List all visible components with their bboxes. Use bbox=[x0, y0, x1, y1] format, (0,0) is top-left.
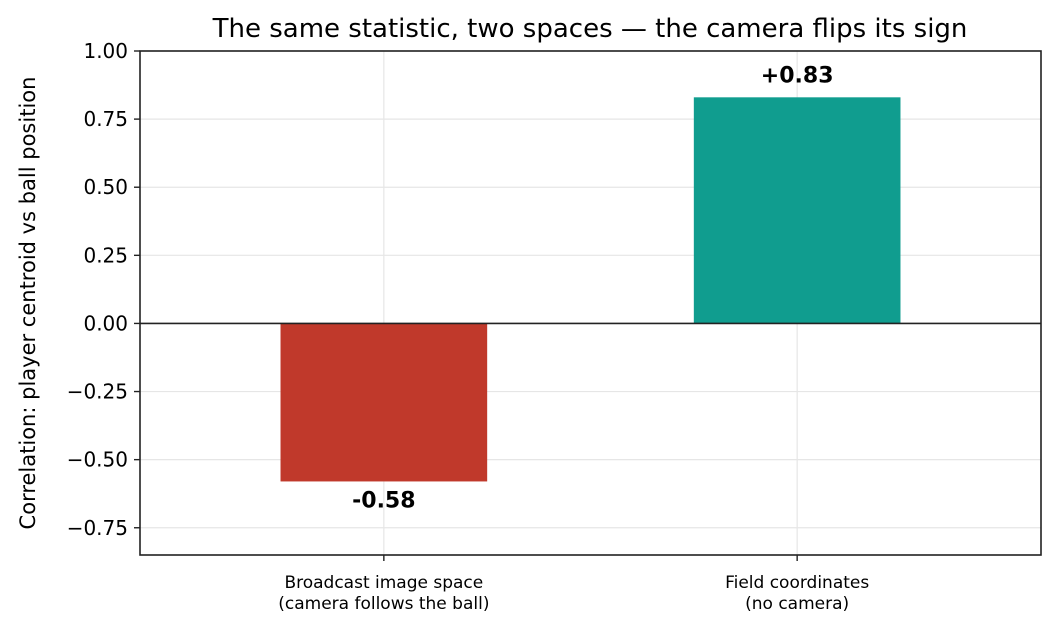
y-tick-label: −0.75 bbox=[67, 516, 128, 540]
x-tick-label: Broadcast image space (camera follows the… bbox=[278, 573, 489, 614]
y-tick-label: 0.25 bbox=[83, 243, 128, 267]
data-labels: -0.58 +0.83 bbox=[352, 63, 833, 513]
y-tick-label: 0.75 bbox=[83, 107, 128, 131]
plot-frame bbox=[139, 50, 1042, 556]
y-tick-label: 0.50 bbox=[83, 175, 128, 199]
grid bbox=[140, 50, 1041, 555]
y-axis-ticks: 1.00 0.75 0.50 0.25 0.00 −0.25 −0.50 −0.75 bbox=[67, 39, 140, 540]
x-tick-label: Field coordinates (no camera) bbox=[725, 573, 869, 614]
x-axis-ticks: Broadcast image space (camera follows the… bbox=[278, 555, 869, 614]
bars bbox=[280, 97, 901, 482]
y-axis-label: Correlation: player centroid vs ball pos… bbox=[16, 77, 40, 530]
y-tick-label: 1.00 bbox=[83, 39, 128, 63]
chart-title: The same statistic, two spaces — the cam… bbox=[212, 14, 968, 44]
data-label-2: +0.83 bbox=[761, 63, 834, 88]
y-tick-label: −0.25 bbox=[67, 380, 128, 404]
data-label-1: -0.58 bbox=[352, 488, 415, 513]
y-tick-label: 0.00 bbox=[83, 311, 128, 335]
y-tick-label: −0.50 bbox=[67, 448, 128, 472]
bar-1 bbox=[280, 323, 488, 482]
bar-2 bbox=[693, 97, 901, 324]
